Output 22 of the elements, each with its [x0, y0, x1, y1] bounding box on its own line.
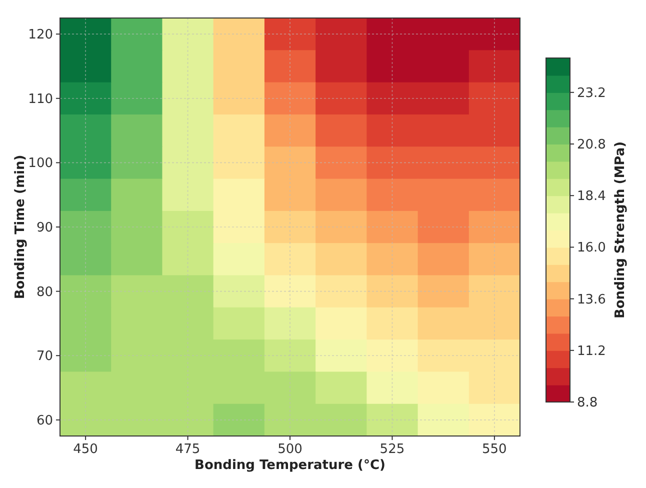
color-bar-label: 11.2	[577, 344, 606, 359]
color-bar-label: 20.8	[577, 138, 606, 152]
y-tick-label: 100	[28, 156, 53, 172]
x-tick-label: 525	[380, 442, 405, 457]
x-tick-label: 450	[73, 442, 98, 457]
x-tick-label: 500	[278, 442, 302, 457]
y-tick-label: 80	[36, 284, 53, 300]
color-bar-title: Bonding Strength (MPa)	[613, 141, 628, 319]
y-axis-title: Bonding Time (min)	[13, 154, 28, 300]
x-axis-title: Bonding Temperature (°C)	[194, 458, 386, 473]
color-bar-label: 8.8	[577, 396, 598, 410]
color-bar-label: 16.0	[577, 240, 606, 256]
y-tick-label: 120	[28, 28, 53, 43]
color-bar-label: 23.2	[577, 86, 606, 101]
color-bar-label: 18.4	[577, 189, 606, 204]
y-tick-label: 90	[36, 220, 53, 236]
x-tick-label: 475	[175, 442, 200, 457]
y-tick-label: 110	[28, 92, 53, 107]
y-tick-label: 60	[36, 413, 53, 428]
y-tick-label: 70	[36, 349, 53, 364]
color-bar-label: 13.6	[577, 292, 606, 308]
x-tick-label: 550	[482, 442, 507, 457]
